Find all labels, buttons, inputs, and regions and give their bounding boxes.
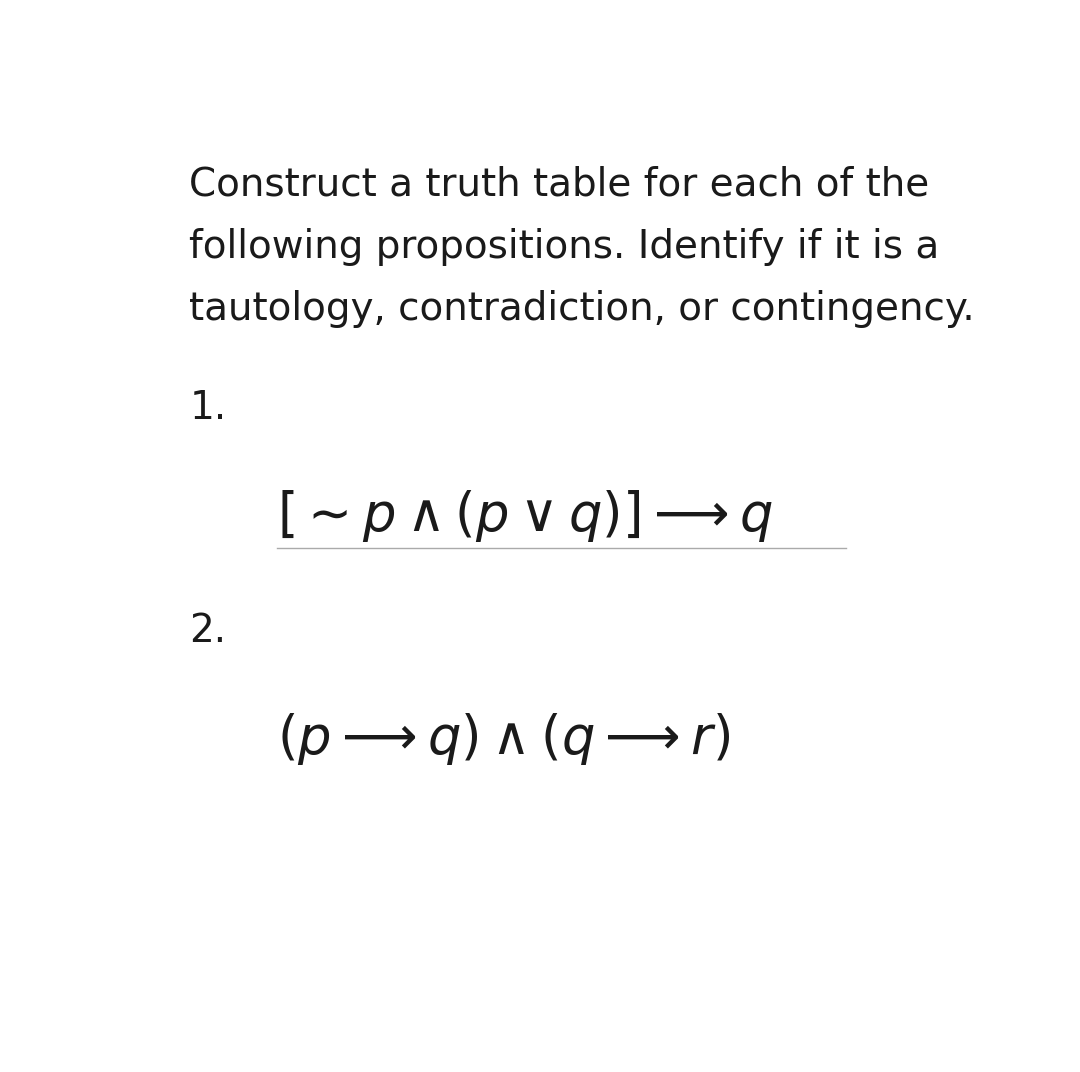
- Text: 2.: 2.: [189, 611, 227, 650]
- Text: 1.: 1.: [189, 389, 227, 427]
- Text: $(p \longrightarrow q) \wedge (q \longrightarrow r)$: $(p \longrightarrow q) \wedge (q \longri…: [278, 711, 731, 766]
- Text: $[{\sim}p \wedge (p \vee q)] \longrightarrow q$: $[{\sim}p \wedge (p \vee q)] \longrighta…: [278, 488, 773, 544]
- Text: tautology, contradiction, or contingency.: tautology, contradiction, or contingency…: [189, 289, 975, 328]
- Text: Construct a truth table for each of the: Construct a truth table for each of the: [189, 166, 930, 204]
- Text: following propositions. Identify if it is a: following propositions. Identify if it i…: [189, 227, 940, 266]
